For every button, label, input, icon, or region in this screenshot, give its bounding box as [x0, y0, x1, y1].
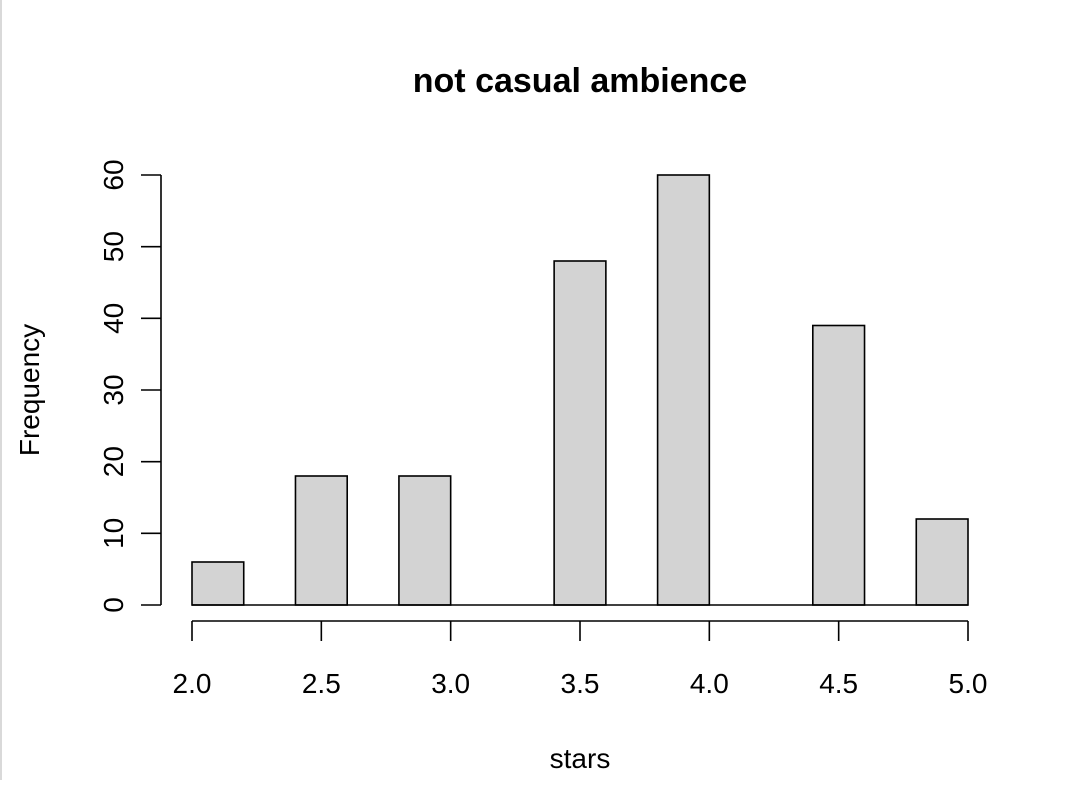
x-tick-label-2: 3.0 [431, 668, 470, 699]
x-tick-label-4: 4.0 [690, 668, 729, 699]
x-tick-label-5: 4.5 [819, 668, 858, 699]
histogram-bar-6 [915, 518, 969, 606]
chart-title: not casual ambience [413, 62, 747, 100]
y-tick-label-4: 40 [98, 303, 129, 334]
x-tick-label-0: 2.0 [173, 668, 212, 699]
x-tick-label-1: 2.5 [302, 668, 341, 699]
x-tick-label-6: 5.0 [949, 668, 988, 699]
x-tick-label-3: 3.5 [561, 668, 600, 699]
x-axis-label: stars [550, 743, 611, 774]
y-tick-label-3: 30 [98, 374, 129, 405]
histogram-bar-5 [811, 324, 866, 606]
y-tick-label-6: 60 [98, 159, 129, 190]
bars-layer [191, 174, 969, 606]
y-axis: 0 10 20 30 40 50 60 [98, 159, 162, 613]
histogram-bar-4 [656, 174, 711, 606]
y-tick-label-0: 0 [98, 597, 129, 613]
histogram-bar-1 [294, 475, 349, 606]
y-tick-label-2: 20 [98, 446, 129, 477]
y-tick-label-1: 10 [98, 518, 129, 549]
histogram-bar-3 [553, 260, 607, 606]
histogram-bar-0 [191, 561, 245, 606]
histogram-bar-2 [398, 475, 452, 606]
y-tick-label-5: 50 [98, 231, 129, 262]
y-axis-label: Frequency [14, 324, 45, 456]
x-axis: 2.0 2.5 3.0 3.5 4.0 4.5 5.0 [173, 620, 988, 699]
